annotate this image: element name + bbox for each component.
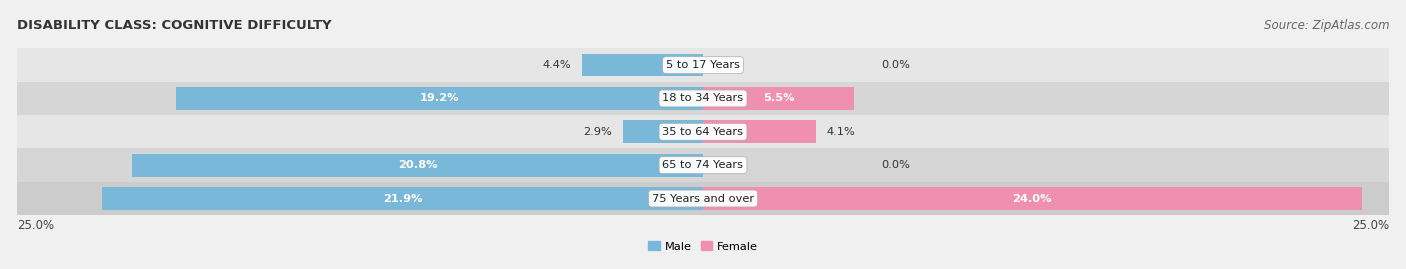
Text: 25.0%: 25.0% — [1353, 219, 1389, 232]
Legend: Male, Female: Male, Female — [644, 237, 762, 256]
Text: 20.8%: 20.8% — [398, 160, 437, 170]
Bar — [103, 187, 703, 210]
Bar — [17, 48, 1389, 82]
Bar — [17, 148, 1389, 182]
Text: 4.4%: 4.4% — [543, 60, 571, 70]
Bar — [703, 87, 853, 110]
Bar — [132, 154, 703, 176]
Text: 2.9%: 2.9% — [583, 127, 613, 137]
Bar — [703, 121, 815, 143]
Bar — [17, 182, 1389, 215]
Bar — [17, 115, 1389, 148]
Text: 4.1%: 4.1% — [827, 127, 855, 137]
Text: DISABILITY CLASS: COGNITIVE DIFFICULTY: DISABILITY CLASS: COGNITIVE DIFFICULTY — [17, 19, 332, 32]
Text: 5.5%: 5.5% — [762, 93, 794, 104]
Text: 21.9%: 21.9% — [382, 193, 422, 204]
Text: 24.0%: 24.0% — [1012, 193, 1052, 204]
Bar — [582, 54, 703, 76]
Text: 75 Years and over: 75 Years and over — [652, 193, 754, 204]
Bar — [703, 187, 1361, 210]
Text: 0.0%: 0.0% — [882, 160, 910, 170]
Text: 19.2%: 19.2% — [420, 93, 460, 104]
Bar — [623, 121, 703, 143]
Text: 0.0%: 0.0% — [882, 60, 910, 70]
Text: 25.0%: 25.0% — [17, 219, 53, 232]
Text: Source: ZipAtlas.com: Source: ZipAtlas.com — [1264, 19, 1389, 32]
Bar — [17, 82, 1389, 115]
Text: 18 to 34 Years: 18 to 34 Years — [662, 93, 744, 104]
Bar — [176, 87, 703, 110]
Text: 65 to 74 Years: 65 to 74 Years — [662, 160, 744, 170]
Text: 35 to 64 Years: 35 to 64 Years — [662, 127, 744, 137]
Text: 5 to 17 Years: 5 to 17 Years — [666, 60, 740, 70]
